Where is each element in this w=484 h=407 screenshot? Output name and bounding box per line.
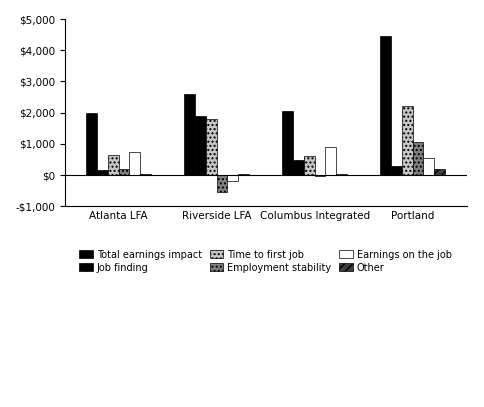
Bar (184, 94, 195, 175)
Bar (206, 119, 216, 175)
Bar (282, 111, 293, 175)
Bar (315, 175, 325, 176)
Legend: Total earnings impact, Job finding, Time to first job, Employment stability, Ear: Total earnings impact, Job finding, Time… (76, 246, 455, 276)
Bar (195, 116, 206, 175)
Bar (140, 174, 151, 175)
Bar (238, 174, 249, 175)
Bar (424, 158, 434, 175)
Bar (97, 171, 108, 175)
Bar (86, 113, 97, 175)
Bar (434, 169, 445, 175)
Bar (293, 160, 304, 175)
Bar (216, 175, 227, 193)
Bar (402, 107, 412, 175)
Bar (119, 169, 129, 175)
Bar (391, 166, 402, 175)
Bar (108, 155, 119, 175)
Bar (412, 142, 424, 175)
Bar (380, 36, 391, 175)
Bar (336, 174, 347, 175)
Bar (304, 156, 315, 175)
Bar (227, 175, 238, 182)
Bar (325, 147, 336, 175)
Bar (129, 152, 140, 175)
